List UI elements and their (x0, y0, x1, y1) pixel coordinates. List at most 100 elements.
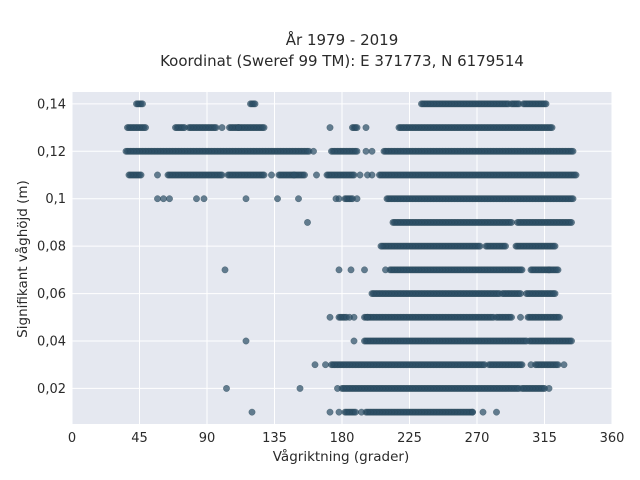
data-points (122, 100, 580, 416)
y-tick-label: 0,02 (37, 382, 66, 397)
data-point (326, 124, 334, 132)
data-point (248, 408, 256, 416)
data-point (350, 337, 358, 345)
data-point (335, 408, 343, 416)
data-point (469, 408, 476, 416)
data-point (352, 408, 359, 416)
x-tick-label: 45 (131, 431, 148, 446)
data-point (322, 361, 329, 369)
data-point (200, 195, 208, 203)
x-tick-label: 270 (465, 431, 490, 446)
y-tick-label: 0,04 (37, 335, 66, 350)
data-point (502, 242, 509, 250)
data-point (212, 124, 220, 132)
data-point (364, 313, 371, 321)
data-point (335, 195, 343, 203)
x-tick-label: 225 (397, 431, 422, 446)
data-point (551, 290, 559, 298)
data-point (362, 124, 370, 132)
data-point (556, 313, 563, 321)
x-axis-title: Vågriktning (grader) (273, 448, 410, 465)
data-point (493, 408, 500, 416)
y-tick-label: 0,1 (45, 192, 66, 207)
data-point (166, 195, 173, 203)
y-tick-label: 0,12 (37, 145, 66, 160)
data-point (235, 124, 242, 132)
data-point (353, 124, 361, 132)
data-point (542, 100, 550, 108)
data-point (242, 195, 250, 203)
y-axis-title: Signifikant våghöjd (m) (14, 180, 31, 338)
data-point (568, 337, 575, 345)
data-point (242, 337, 250, 345)
data-point (356, 171, 364, 179)
data-point (160, 195, 167, 203)
chart-title-line-1: År 1979 - 2019 (286, 30, 399, 49)
y-tick-label: 0,06 (37, 287, 66, 302)
data-point (517, 313, 524, 321)
chart-title-line-2: Koordinat (Sweref 99 TM): E 371773, N 61… (160, 52, 524, 70)
data-point (362, 147, 370, 155)
data-point (311, 361, 319, 369)
data-point (517, 290, 524, 298)
data-point (518, 361, 526, 369)
x-tick-label: 135 (262, 431, 287, 446)
data-point (361, 266, 368, 274)
data-point (139, 100, 146, 108)
data-point (154, 171, 161, 179)
data-point (358, 408, 365, 416)
data-point (313, 171, 320, 179)
data-point (479, 408, 487, 416)
data-point (295, 195, 302, 203)
tick-labels: 0 45 90 135 180 225 270 315 360 0,02 0,04 0,06 0,08 0… (37, 97, 624, 446)
data-point (296, 384, 304, 392)
y-tick-label: 0,08 (37, 240, 66, 255)
data-point (335, 266, 343, 274)
data-point (193, 195, 200, 203)
data-point (260, 124, 268, 132)
data-point (353, 195, 361, 203)
data-point (508, 313, 515, 321)
data-point (290, 171, 298, 179)
data-point (350, 171, 358, 179)
data-point (554, 266, 562, 274)
data-point (223, 384, 230, 392)
data-point (310, 147, 317, 155)
data-point (551, 242, 559, 250)
data-point (476, 242, 484, 250)
data-point (568, 218, 575, 226)
data-point (326, 408, 334, 416)
data-point (523, 337, 530, 345)
data-point (569, 147, 577, 155)
data-point (326, 313, 334, 321)
data-point (268, 171, 275, 179)
data-point (218, 124, 226, 132)
x-tick-label: 315 (532, 431, 557, 446)
data-point (218, 171, 226, 179)
data-point (377, 242, 385, 250)
x-tick-label: 0 (68, 431, 76, 446)
data-point (545, 384, 553, 392)
data-point (301, 171, 308, 179)
data-point (260, 171, 268, 179)
data-point (569, 195, 577, 203)
data-point (154, 195, 161, 203)
data-point (304, 218, 311, 226)
data-point (560, 361, 568, 369)
data-point (527, 361, 535, 369)
data-point (334, 384, 341, 392)
data-point (368, 147, 376, 155)
data-point (572, 171, 580, 179)
data-point (554, 361, 562, 369)
data-point (508, 218, 515, 226)
x-tick-label: 180 (330, 431, 355, 446)
y-tick-label: 0,14 (37, 97, 66, 112)
data-point (221, 266, 229, 274)
data-point (518, 266, 526, 274)
data-point (350, 313, 358, 321)
data-point (548, 124, 556, 132)
data-point (347, 266, 355, 274)
data-point (368, 171, 376, 179)
